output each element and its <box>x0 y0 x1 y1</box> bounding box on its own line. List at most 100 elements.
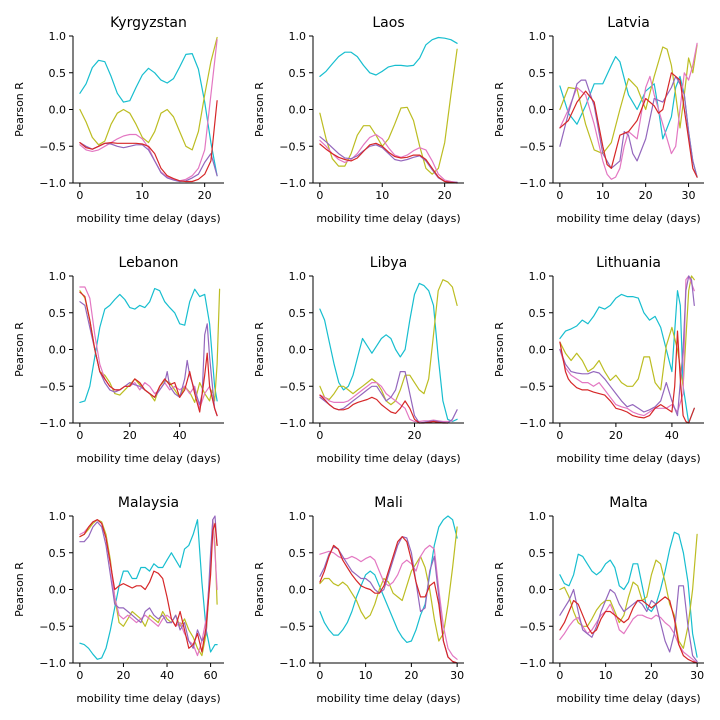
y-axis-label: Pearson R <box>493 322 506 377</box>
x-tick-label: 30 <box>690 669 704 682</box>
series-line-5 <box>79 291 218 417</box>
x-tick-label: 20 <box>644 669 658 682</box>
x-tick-label: 10 <box>135 189 149 202</box>
subplot-title: Libya <box>370 255 407 271</box>
series-group <box>79 36 218 183</box>
y-tick-label: −0.5 <box>39 140 66 153</box>
x-tick-label: 40 <box>173 429 187 442</box>
x-tick-label: 20 <box>639 189 653 202</box>
y-tick-label: 0.5 <box>49 547 67 560</box>
series-line-5 <box>79 519 218 653</box>
series-line-5 <box>319 535 458 664</box>
series-line-1 <box>319 36 458 78</box>
series-line-1 <box>79 519 218 660</box>
x-tick-label: 10 <box>596 189 610 202</box>
y-tick-label: 0.0 <box>529 344 547 357</box>
subplot-title: Mali <box>374 495 402 511</box>
y-tick-label: −1.0 <box>39 177 66 190</box>
x-tick-label: 20 <box>609 429 623 442</box>
x-tick-label: 0 <box>316 429 323 442</box>
x-tick-label: 0 <box>76 429 83 442</box>
subplot-malaysia: −1.0 −0.5 0.0 0.5 1.0 0 20 40 60 Malaysia mobility… <box>13 495 224 705</box>
y-tick-label: −1.0 <box>39 417 66 430</box>
y-tick-label: −0.5 <box>279 140 306 153</box>
series-group <box>79 286 221 417</box>
series-line-4 <box>319 136 458 183</box>
y-tick-label: 0.5 <box>289 547 307 560</box>
x-axis-label: mobility time delay (days) <box>76 692 220 705</box>
y-tick-label: 0.0 <box>49 344 67 357</box>
y-tick-label: −0.5 <box>39 620 66 633</box>
y-tick-label: 0.0 <box>289 584 307 597</box>
series-group <box>319 515 458 664</box>
x-tick-label: 0 <box>556 189 563 202</box>
series-line-4 <box>559 75 698 178</box>
x-axis-label: mobility time delay (days) <box>76 452 220 465</box>
y-tick-label: 0.5 <box>49 67 67 80</box>
x-tick-label: 40 <box>665 429 679 442</box>
x-tick-label: 0 <box>556 429 563 442</box>
series-line-5 <box>79 100 218 183</box>
y-tick-label: −0.5 <box>279 380 306 393</box>
series-line-3 <box>559 275 695 417</box>
x-axis-label: mobility time delay (days) <box>316 692 460 705</box>
series-line-1 <box>559 55 698 178</box>
y-tick-label: 1.0 <box>289 510 307 523</box>
y-tick-label: −0.5 <box>39 380 66 393</box>
x-tick-label: 20 <box>408 429 422 442</box>
x-axis-label: mobility time delay (days) <box>316 452 460 465</box>
y-tick-label: −0.5 <box>519 620 546 633</box>
series-line-5 <box>559 72 698 178</box>
x-tick-label: 0 <box>76 189 83 202</box>
x-tick-label: 60 <box>204 669 218 682</box>
x-tick-label: 20 <box>198 189 212 202</box>
subplot-mali: −1.0 −0.5 0.0 0.5 1.0 0 10 20 30 Mali mobility tim… <box>253 495 464 705</box>
series-line-2 <box>559 44 698 155</box>
x-tick-label: 10 <box>599 669 613 682</box>
series-group <box>79 515 218 660</box>
y-axis-label: Pearson R <box>13 322 26 377</box>
subplot-lebanon: −1.0 −0.5 0.0 0.5 1.0 0 20 40 Lebanon mobility ti… <box>13 255 224 465</box>
series-group <box>559 275 695 424</box>
y-tick-label: 1.0 <box>49 270 67 283</box>
series-group <box>319 36 458 184</box>
y-tick-label: −1.0 <box>279 177 306 190</box>
x-tick-label: 0 <box>316 189 323 202</box>
subplot-title: Lebanon <box>119 255 179 271</box>
subplot-title: Latvia <box>607 15 650 31</box>
series-line-5 <box>319 394 449 424</box>
x-tick-label: 40 <box>160 669 174 682</box>
x-tick-label: 20 <box>438 189 452 202</box>
y-tick-label: 1.0 <box>529 270 547 283</box>
series-group <box>559 42 698 180</box>
x-tick-label: 0 <box>316 669 323 682</box>
y-tick-label: 0.5 <box>529 67 547 80</box>
subplot-title: Malaysia <box>118 495 179 511</box>
subplot-malta: −1.0 −0.5 0.0 0.5 1.0 0 10 20 30 Malta mobility ti… <box>493 495 704 705</box>
subplot-title: Kyrgyzstan <box>110 15 187 31</box>
series-line-2 <box>79 519 218 657</box>
x-axis-label: mobility time delay (days) <box>556 452 700 465</box>
series-line-5 <box>559 596 698 664</box>
y-tick-label: −0.5 <box>279 620 306 633</box>
subplot-latvia: −1.0 −0.5 0.0 0.5 1.0 0 10 20 30 Latvia mobility t… <box>493 15 704 225</box>
y-tick-label: 0.5 <box>289 67 307 80</box>
series-line-4 <box>79 515 218 649</box>
series-group <box>319 279 458 424</box>
series-line-1 <box>319 282 458 423</box>
y-tick-label: −1.0 <box>519 657 546 670</box>
series-line-3 <box>559 42 698 180</box>
x-axis-label: mobility time delay (days) <box>556 692 700 705</box>
y-tick-label: 1.0 <box>289 270 307 283</box>
series-line-1 <box>79 287 218 403</box>
subplot-libya: −1.0 −0.5 0.0 0.5 1.0 0 20 Libya mobility time d… <box>253 255 464 465</box>
series-line-2 <box>79 36 218 151</box>
y-tick-label: 0.5 <box>529 547 547 560</box>
y-tick-label: 0.0 <box>289 104 307 117</box>
series-line-3 <box>319 544 458 660</box>
subplot-title: Malta <box>609 495 648 511</box>
y-axis-label: Pearson R <box>253 562 266 617</box>
x-tick-label: 30 <box>450 669 464 682</box>
y-axis-label: Pearson R <box>13 562 26 617</box>
